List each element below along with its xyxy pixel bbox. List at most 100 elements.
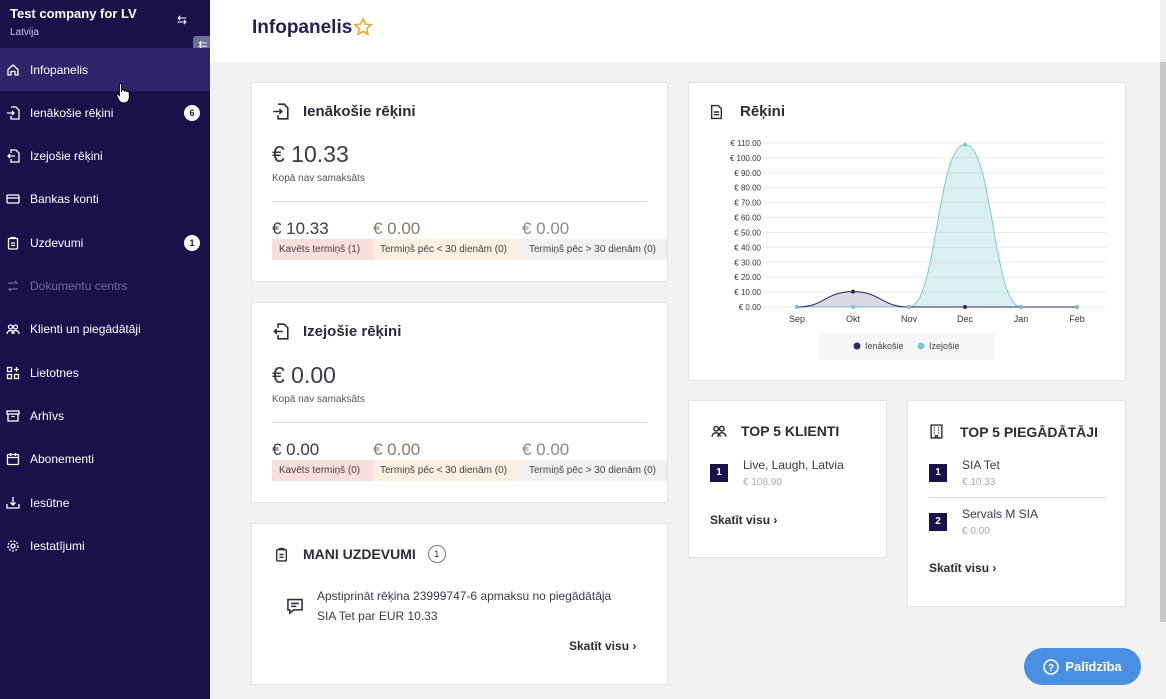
sidebar-item-subscriptions[interactable]: Abonementi — [0, 448, 210, 470]
sidebar-item-inbox[interactable]: Iesūtne — [0, 492, 210, 514]
card-title-text: Izejošie rēķini — [303, 323, 402, 340]
sidebar-item-label: Ienākošie rēķini — [30, 106, 114, 120]
card-title: Ienākošie rēķini — [272, 103, 416, 120]
supplier-amount: € 0.00 — [962, 526, 990, 537]
sidebar-item-label: Lietotnes — [30, 366, 79, 380]
sidebar-item-label: Uzdevumi — [30, 236, 84, 250]
incoming-doc-icon — [273, 103, 289, 120]
due-soon-tag[interactable]: Termiņš pēc < 30 dienām (0) — [373, 460, 522, 481]
sidebar-item-incoming[interactable]: Ienākošie rēķini 6 — [0, 102, 210, 124]
data-point — [1075, 305, 1079, 309]
rank-badge: 1 — [929, 464, 947, 482]
archive-icon — [6, 409, 20, 423]
sidebar-item-outgoing[interactable]: Izejošie rēķini — [0, 145, 210, 167]
due-soon-amount: € 0.00 — [373, 440, 421, 459]
card-title: MANI UZDEVUMI 1 — [274, 545, 446, 563]
home-icon — [6, 63, 20, 77]
due-soon-tag[interactable]: Termiņš pēc < 30 dienām (0) — [373, 239, 522, 260]
overdue-amount: € 10.33 — [272, 219, 329, 238]
x-tick-label: Feb — [1069, 314, 1085, 324]
data-point — [851, 289, 855, 294]
nav-active-highlight — [0, 48, 210, 91]
x-tick-label: Sep — [789, 314, 805, 324]
total-unpaid: € 10.33 — [272, 141, 349, 167]
data-point — [907, 305, 911, 309]
sidebar-item-apps[interactable]: Lietotnes — [0, 362, 210, 384]
total-unpaid-label: Kopā nav samaksāts — [272, 394, 365, 405]
supplier-amount: € 10.33 — [962, 477, 996, 488]
card-title-text: Ienākošie rēķini — [303, 103, 416, 120]
card-title-text: TOP 5 PIEGĀDĀTĀJI — [960, 423, 1098, 440]
due-later-tag[interactable]: Termiņš pēc > 30 dienām (0) — [522, 460, 667, 481]
sidebar-item-clients[interactable]: Klienti un piegādātāji — [0, 318, 210, 340]
card-title-text: MANI UZDEVUMI — [303, 546, 416, 562]
y-tick-label: € 40.00 — [734, 243, 761, 252]
legend-marker — [917, 342, 925, 350]
due-soon-amount: € 0.00 — [373, 219, 421, 238]
x-tick-label: Okt — [846, 314, 861, 324]
due-later-amount: € 0.00 — [522, 219, 570, 238]
legend-marker — [853, 342, 861, 350]
overdue-amount: € 0.00 — [272, 440, 320, 459]
outgoing-invoices-card: Izejošie rēķini € 0.00 Kopā nav samaksāt… — [251, 302, 668, 503]
link-label: Skatīt visu — [569, 639, 630, 653]
legend-box — [819, 333, 995, 360]
switch-company-icon[interactable]: ⇆ — [177, 13, 188, 27]
question-icon: ? — [1043, 658, 1060, 675]
sidebar-item-tasks[interactable]: Uzdevumi 1 — [0, 232, 210, 254]
count-badge: 6 — [184, 105, 200, 121]
scrollbar[interactable] — [1160, 0, 1166, 699]
y-tick-label: € 50.00 — [734, 228, 761, 237]
y-tick-label: € 20.00 — [734, 273, 761, 282]
x-tick-label: Nov — [901, 314, 918, 324]
y-tick-label: € 10.00 — [734, 288, 761, 297]
sidebar-item-label: Dokumentu centrs — [30, 279, 128, 293]
company-switcher[interactable]: Test company for LV Latvija — [10, 6, 210, 38]
sidebar-item-document-center: Dokumentu centrs — [0, 275, 210, 297]
clipboard-icon — [6, 236, 20, 250]
card-title: Rēķini — [709, 103, 785, 120]
data-point — [963, 142, 967, 147]
chevron-right-icon: › — [632, 639, 637, 653]
supplier-name[interactable]: Servals M SIA — [962, 507, 1039, 521]
y-tick-label: € 110.00 — [730, 139, 761, 148]
sidebar-item-label: Infopanelis — [30, 63, 89, 77]
tasks-count-badge: 1 — [427, 545, 446, 563]
task-item[interactable]: Apstiprināt rēķina 23999747-6 apmaksu no… — [317, 586, 611, 626]
rank-badge: 2 — [929, 513, 947, 531]
chevron-right-icon: › — [773, 513, 778, 527]
collapse-icon: ⇇ — [198, 39, 208, 51]
sidebar-item-archive[interactable]: Arhīvs — [0, 405, 210, 427]
overdue-tag[interactable]: Kavēts termiņš (1) — [272, 239, 373, 260]
overdue-tag[interactable]: Kavēts termiņš (0) — [272, 460, 373, 481]
sidebar-item-settings[interactable]: Iestatījumi — [0, 535, 210, 557]
sidebar-item-label: Abonementi — [30, 452, 95, 466]
divider — [272, 422, 647, 423]
y-tick-label: € 90.00 — [734, 169, 761, 178]
help-button[interactable]: ? Palīdzība — [1024, 648, 1141, 685]
clients-view-all-link[interactable]: Skatīt visu › — [710, 513, 777, 527]
sidebar-item-label: Klienti un piegādātāji — [30, 322, 141, 336]
y-tick-label: € 60.00 — [734, 214, 761, 223]
suppliers-view-all-link[interactable]: Skatīt visu › — [929, 561, 996, 575]
client-name[interactable]: Live, Laugh, Latvia — [743, 458, 844, 472]
sidebar-item-bank-accounts[interactable]: Bankas konti — [0, 188, 210, 210]
sidebar-item-infopanelis[interactable]: Infopanelis — [0, 59, 210, 81]
favorite-star-icon[interactable] — [353, 17, 373, 37]
y-tick-label: € 80.00 — [734, 184, 761, 193]
hand-cursor-icon — [116, 82, 130, 104]
y-tick-label: € 0.00 — [739, 303, 762, 312]
rank-badge: 1 — [710, 464, 728, 482]
series-line-Ienākošie — [796, 291, 1077, 308]
scrollbar-thumb[interactable] — [1160, 62, 1166, 622]
supplier-name[interactable]: SIA Tet — [962, 458, 1000, 472]
card-title-text: Rēķini — [740, 103, 786, 120]
help-label: Palīdzība — [1065, 659, 1122, 674]
tasks-view-all-link[interactable]: Skatīt visu › — [569, 639, 636, 653]
page-header: Infopanelis — [210, 0, 1160, 62]
building-icon — [930, 424, 943, 439]
total-unpaid: € 0.00 — [272, 362, 336, 388]
due-later-tag[interactable]: Termiņš pēc > 30 dienām (0) — [522, 239, 667, 260]
document-icon — [710, 104, 723, 119]
users-icon — [711, 425, 727, 437]
